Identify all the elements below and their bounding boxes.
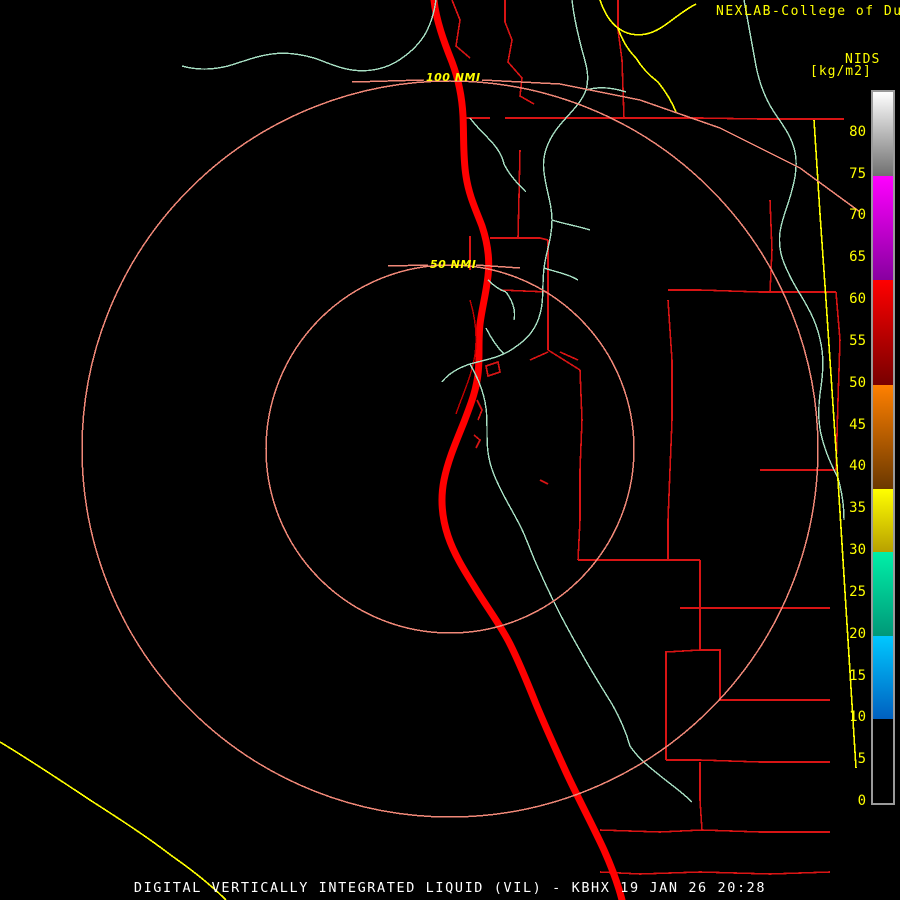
colorbar-tick-15: 15 — [849, 667, 866, 684]
range-ring-50nmi — [265, 264, 635, 634]
rivers — [181, 0, 845, 803]
range-ring-label-100nmi: 100 NMI — [426, 71, 481, 84]
colorbar-tick-0: 0 — [857, 793, 866, 809]
colorbar-tick-60: 60 — [849, 291, 866, 308]
product-caption: DIGITAL VERTICALLY INTEGRATED LIQUID (VI… — [133, 880, 767, 896]
units-label: [kg/m2] — [810, 64, 872, 79]
colorbar-tick-65: 65 — [849, 249, 866, 266]
range-ring-100nmi — [81, 80, 819, 818]
product-source-label: NIDS — [845, 52, 881, 67]
colorbar-tick-25: 25 — [849, 583, 866, 600]
colorbar[interactable] — [871, 90, 895, 805]
coastline — [430, 0, 626, 900]
colorbar-band-yellow — [873, 489, 893, 553]
colorbar-band-orange — [873, 384, 893, 490]
colorbar-band-green — [873, 552, 893, 636]
colorbar-tick-20: 20 — [849, 625, 866, 642]
colorbar-band-no-data — [873, 719, 893, 803]
colorbar-band-blue — [873, 635, 893, 720]
colorbar-tick-labels: 0 5 10 15 20 25 30 35 40 45 50 55 60 65 70 75 80 — [826, 90, 866, 809]
ring-label-leader-100b — [481, 79, 860, 213]
colorbar-tick-45: 45 — [849, 416, 866, 433]
colorbar-band-red — [873, 280, 893, 385]
colorbar-tick-10: 10 — [849, 709, 866, 726]
colorbar-tick-35: 35 — [849, 500, 866, 517]
colorbar-tick-30: 30 — [849, 542, 866, 559]
credit-label: NEXLAB-College of DuPage — [716, 4, 900, 19]
ring-label-leader-50b — [475, 264, 521, 269]
colorbar-tick-75: 75 — [849, 165, 866, 182]
range-rings — [81, 79, 860, 818]
ring-label-leader-100 — [351, 79, 425, 83]
range-ring-label-50nmi: 50 NMI — [430, 258, 477, 271]
county-borders — [451, 0, 844, 875]
colorbar-tick-50: 50 — [849, 374, 866, 391]
colorbar-tick-70: 70 — [849, 207, 866, 224]
colorbar-tick-40: 40 — [849, 458, 866, 475]
state-border-yellow — [0, 0, 857, 900]
colorbar-tick-5: 5 — [857, 751, 866, 768]
colorbar-tick-80: 80 — [849, 123, 866, 140]
colorbar-band-white — [873, 92, 893, 176]
ring-label-leader-50 — [387, 264, 429, 267]
colorbar-band-magenta — [873, 175, 893, 281]
coastline-inner — [455, 299, 477, 415]
colorbar-tick-55: 55 — [849, 332, 866, 349]
